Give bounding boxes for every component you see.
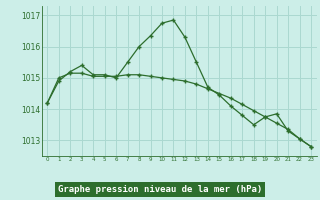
Text: Graphe pression niveau de la mer (hPa): Graphe pression niveau de la mer (hPa) [58,185,262,194]
